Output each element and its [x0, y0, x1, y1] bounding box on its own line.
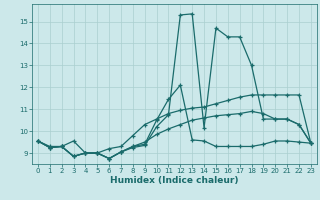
X-axis label: Humidex (Indice chaleur): Humidex (Indice chaleur): [110, 176, 239, 185]
